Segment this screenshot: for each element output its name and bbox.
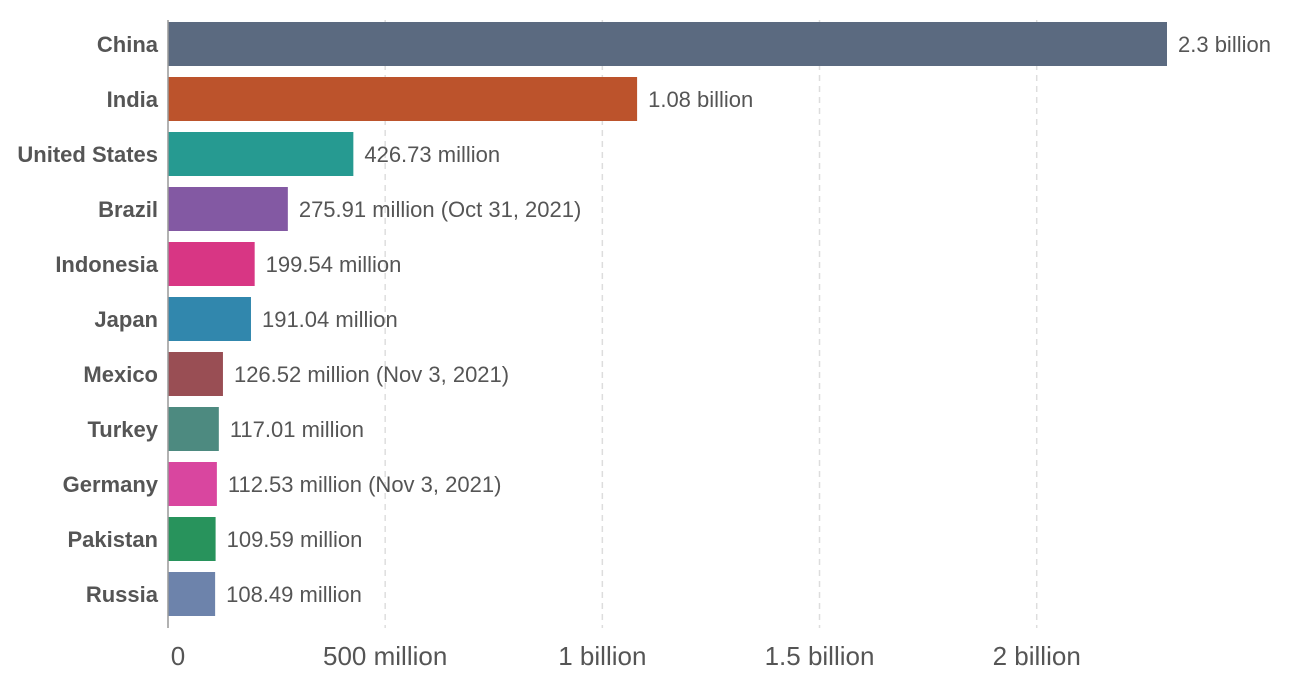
category-label-united-states: United States — [17, 142, 158, 167]
category-label-pakistan: Pakistan — [68, 527, 159, 552]
value-label-brazil: 275.91 million (Oct 31, 2021) — [299, 197, 582, 222]
value-label-japan: 191.04 million — [262, 307, 398, 332]
value-label-united-states: 426.73 million — [364, 142, 500, 167]
category-label-germany: Germany — [63, 472, 159, 497]
value-label-mexico: 126.52 million (Nov 3, 2021) — [234, 362, 509, 387]
category-labels: China India United States Brazil Indonesia Ja… — [17, 32, 158, 607]
bar-india[interactable] — [168, 77, 638, 121]
category-label-japan: Japan — [94, 307, 158, 332]
category-label-turkey: Turkey — [87, 417, 158, 442]
value-label-pakistan: 109.59 million — [227, 527, 363, 552]
x-tick-2-billion: 2 billion — [993, 641, 1081, 671]
value-label-china: 2.3 billion — [1178, 32, 1271, 57]
value-label-turkey: 117.01 million — [230, 417, 364, 442]
value-label-indonesia: 199.54 million — [266, 252, 402, 277]
bar-russia[interactable] — [168, 572, 216, 616]
category-label-indonesia: Indonesia — [55, 252, 158, 277]
bar-brazil[interactable] — [168, 187, 288, 231]
category-label-mexico: Mexico — [83, 362, 158, 387]
grid-layer — [384, 20, 1038, 628]
value-label-germany: 112.53 million (Nov 3, 2021) — [228, 472, 502, 497]
x-tick-1-5-billion: 1.5 billion — [765, 641, 875, 671]
x-tick-0: 0 — [171, 641, 185, 671]
bar-mexico[interactable] — [168, 352, 223, 396]
category-label-brazil: Brazil — [98, 197, 158, 222]
value-labels: 2.3 billion 1.08 billion 426.73 million 275… — [226, 32, 1271, 607]
value-label-india: 1.08 billion — [648, 87, 753, 112]
x-tick-1-billion: 1 billion — [558, 641, 646, 671]
bar-china[interactable] — [168, 22, 1167, 66]
bar-layer — [168, 22, 1167, 616]
category-label-china: China — [97, 32, 159, 57]
x-tick-500-million: 500 million — [323, 641, 447, 671]
bar-turkey[interactable] — [168, 407, 219, 451]
x-tick-labels: 0 500 million 1 billion 1.5 billion 2 billio… — [171, 641, 1081, 671]
bar-united-states[interactable] — [168, 132, 354, 176]
category-label-india: India — [107, 87, 159, 112]
bar-germany[interactable] — [168, 462, 217, 506]
bar-pakistan[interactable] — [168, 517, 216, 561]
bar-japan[interactable] — [168, 297, 251, 341]
bar-indonesia[interactable] — [168, 242, 255, 286]
category-label-russia: Russia — [86, 582, 159, 607]
value-label-russia: 108.49 million — [226, 582, 362, 607]
